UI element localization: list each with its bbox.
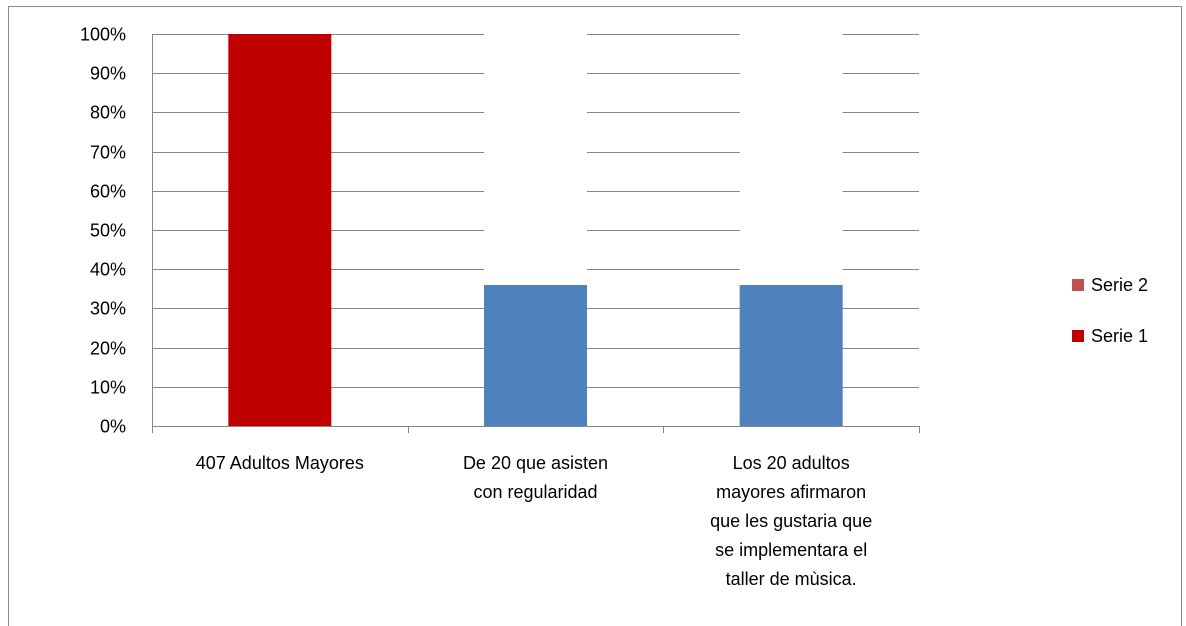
- y-tick-label: 60%: [90, 182, 126, 202]
- chart-frame: [8, 6, 1182, 626]
- bar: [484, 34, 587, 285]
- x-category-label: mayores afirmaron: [716, 482, 866, 502]
- y-tick-label: 40%: [90, 260, 126, 280]
- bar: [484, 284, 587, 426]
- x-category-label: Los 20 adultos: [733, 453, 850, 473]
- bar: [228, 34, 332, 426]
- y-tick-label: 10%: [90, 378, 126, 398]
- y-tick-label: 20%: [90, 339, 126, 359]
- x-category-label: se implementara el: [715, 540, 867, 560]
- y-tick-label: 0%: [100, 417, 126, 437]
- legend-swatch: [1072, 330, 1084, 342]
- y-tick-label: 90%: [90, 64, 126, 84]
- y-tick-label: 100%: [80, 25, 126, 45]
- legend-label: Serie 1: [1091, 326, 1148, 346]
- x-category-label: De 20 que asisten: [463, 453, 608, 473]
- legend-swatch: [1072, 279, 1084, 291]
- x-category-label: con regularidad: [473, 482, 597, 502]
- y-tick-label: 30%: [90, 299, 126, 319]
- y-tick-label: 50%: [90, 221, 126, 241]
- x-category-label: que les gustaria que: [710, 511, 872, 531]
- bar: [739, 34, 843, 285]
- x-category-label: 407 Adultos Mayores: [196, 453, 364, 473]
- y-tick-label: 80%: [90, 103, 126, 123]
- x-category-label: taller de mùsica.: [726, 569, 857, 589]
- bar: [739, 284, 843, 426]
- legend-label: Serie 2: [1091, 275, 1148, 295]
- y-tick-label: 70%: [90, 143, 126, 163]
